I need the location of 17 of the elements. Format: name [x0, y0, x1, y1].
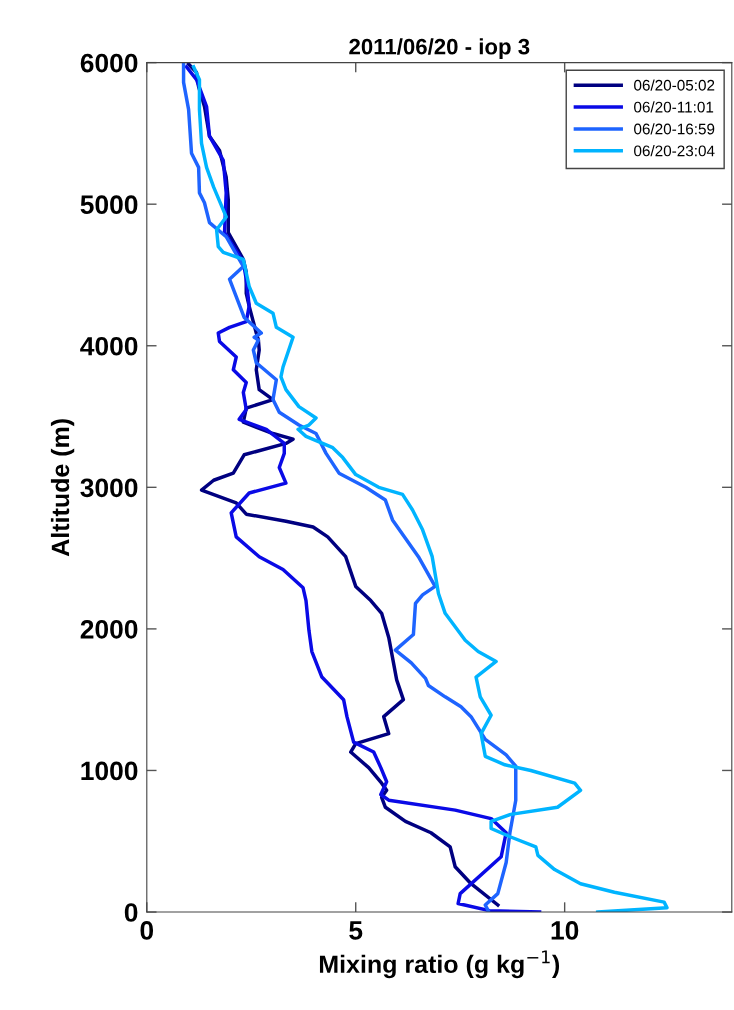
- legend-label: 06/20-16:59: [634, 123, 715, 135]
- chart-title: 2011/06/20 - iop 3: [349, 38, 530, 59]
- y-tick-label: 2000: [80, 620, 138, 639]
- y-axis-title: Altitude (m): [50, 419, 75, 557]
- x-tick-label: 5: [349, 921, 363, 940]
- y-tick-label: 5000: [80, 195, 138, 215]
- y-tick-label: 1000: [81, 761, 138, 781]
- y-tick-label: 6000: [80, 53, 138, 73]
- x-axis-title: Mixing ratio (g kg$^{−1}$): [319, 950, 560, 979]
- y-tick-label: 4000: [80, 336, 138, 356]
- legend-label: 06/20-11:01: [634, 101, 714, 113]
- legend-label: 06/20-23:04: [634, 145, 715, 157]
- x-tick-label: 10: [551, 921, 579, 940]
- y-tick-label: 3000: [80, 478, 138, 498]
- y-tick-label: 0: [124, 903, 138, 922]
- legend-label: 06/20-05:02: [634, 79, 715, 91]
- x-tick-label: 0: [140, 921, 154, 940]
